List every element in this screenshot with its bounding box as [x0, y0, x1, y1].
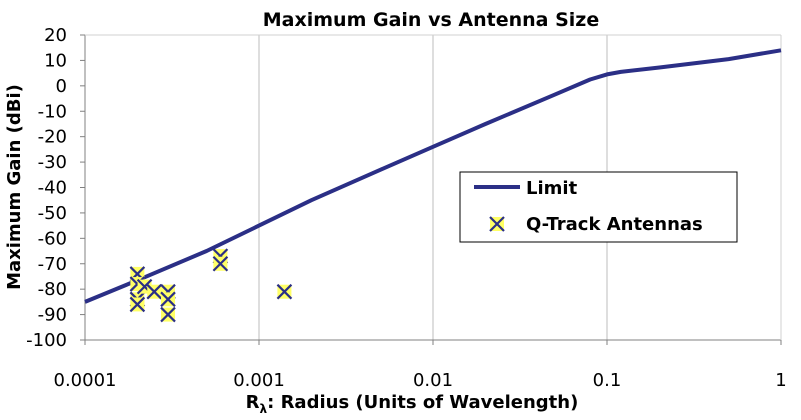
q-track-point	[160, 306, 176, 323]
y-tick-label: -20	[38, 127, 67, 148]
y-tick-label: -70	[38, 254, 67, 275]
series-limit	[84, 48, 782, 304]
y-tick-label: 0	[56, 76, 67, 97]
legend-label-q-track: Q-Track Antennas	[526, 214, 703, 235]
x-axis-label-main: R	[246, 392, 260, 413]
x-ticks: 0.0001 0.001 0.01 0.1 1	[54, 340, 787, 391]
y-tick-label: -30	[38, 152, 67, 173]
chart-title: Maximum Gain vs Antenna Size	[263, 9, 599, 31]
q-track-point	[276, 283, 293, 300]
x-axis-label-rest: : Radius (Units of Wavelength)	[267, 392, 578, 413]
y-tick-label: -80	[38, 279, 67, 300]
q-track-point	[146, 283, 163, 300]
y-tick-label: -90	[38, 305, 67, 326]
x-tick-label: 0.001	[233, 370, 285, 391]
x-tick-label: 0.01	[413, 370, 453, 391]
x-axis-label-subscript: λ	[260, 402, 268, 416]
y-tick-label: -50	[38, 203, 67, 224]
x-axis-label: Rλ: Radius (Units of Wavelength)	[246, 392, 579, 416]
limit-line	[84, 48, 782, 304]
x-tick-label: 1	[775, 370, 786, 391]
y-tick-label: -40	[38, 178, 67, 199]
y-ticks: 20 10 0 -10 -20 -30 -40 -50 -60 -70 -80 -90 -100	[26, 25, 85, 351]
q-track-point	[129, 296, 146, 313]
legend-box	[459, 171, 738, 243]
y-tick-label: 10	[44, 50, 67, 71]
q-track-point	[212, 255, 229, 272]
legend-label-limit: Limit	[526, 178, 578, 199]
y-tick-label: -100	[26, 330, 67, 351]
y-tick-label: -60	[38, 228, 67, 249]
q-track-point	[160, 291, 176, 308]
y-axis-label: Maximum Gain (dBi)	[4, 84, 25, 290]
legend-marker-swatch	[489, 216, 505, 232]
x-tick-label: 0.1	[593, 370, 622, 391]
y-tick-label: 20	[44, 25, 67, 46]
series-q-track	[129, 248, 293, 323]
legend: Limit Q-Track Antennas	[459, 171, 738, 243]
x-tick-label: 0.0001	[54, 370, 117, 391]
y-tick-label: -10	[38, 101, 67, 122]
